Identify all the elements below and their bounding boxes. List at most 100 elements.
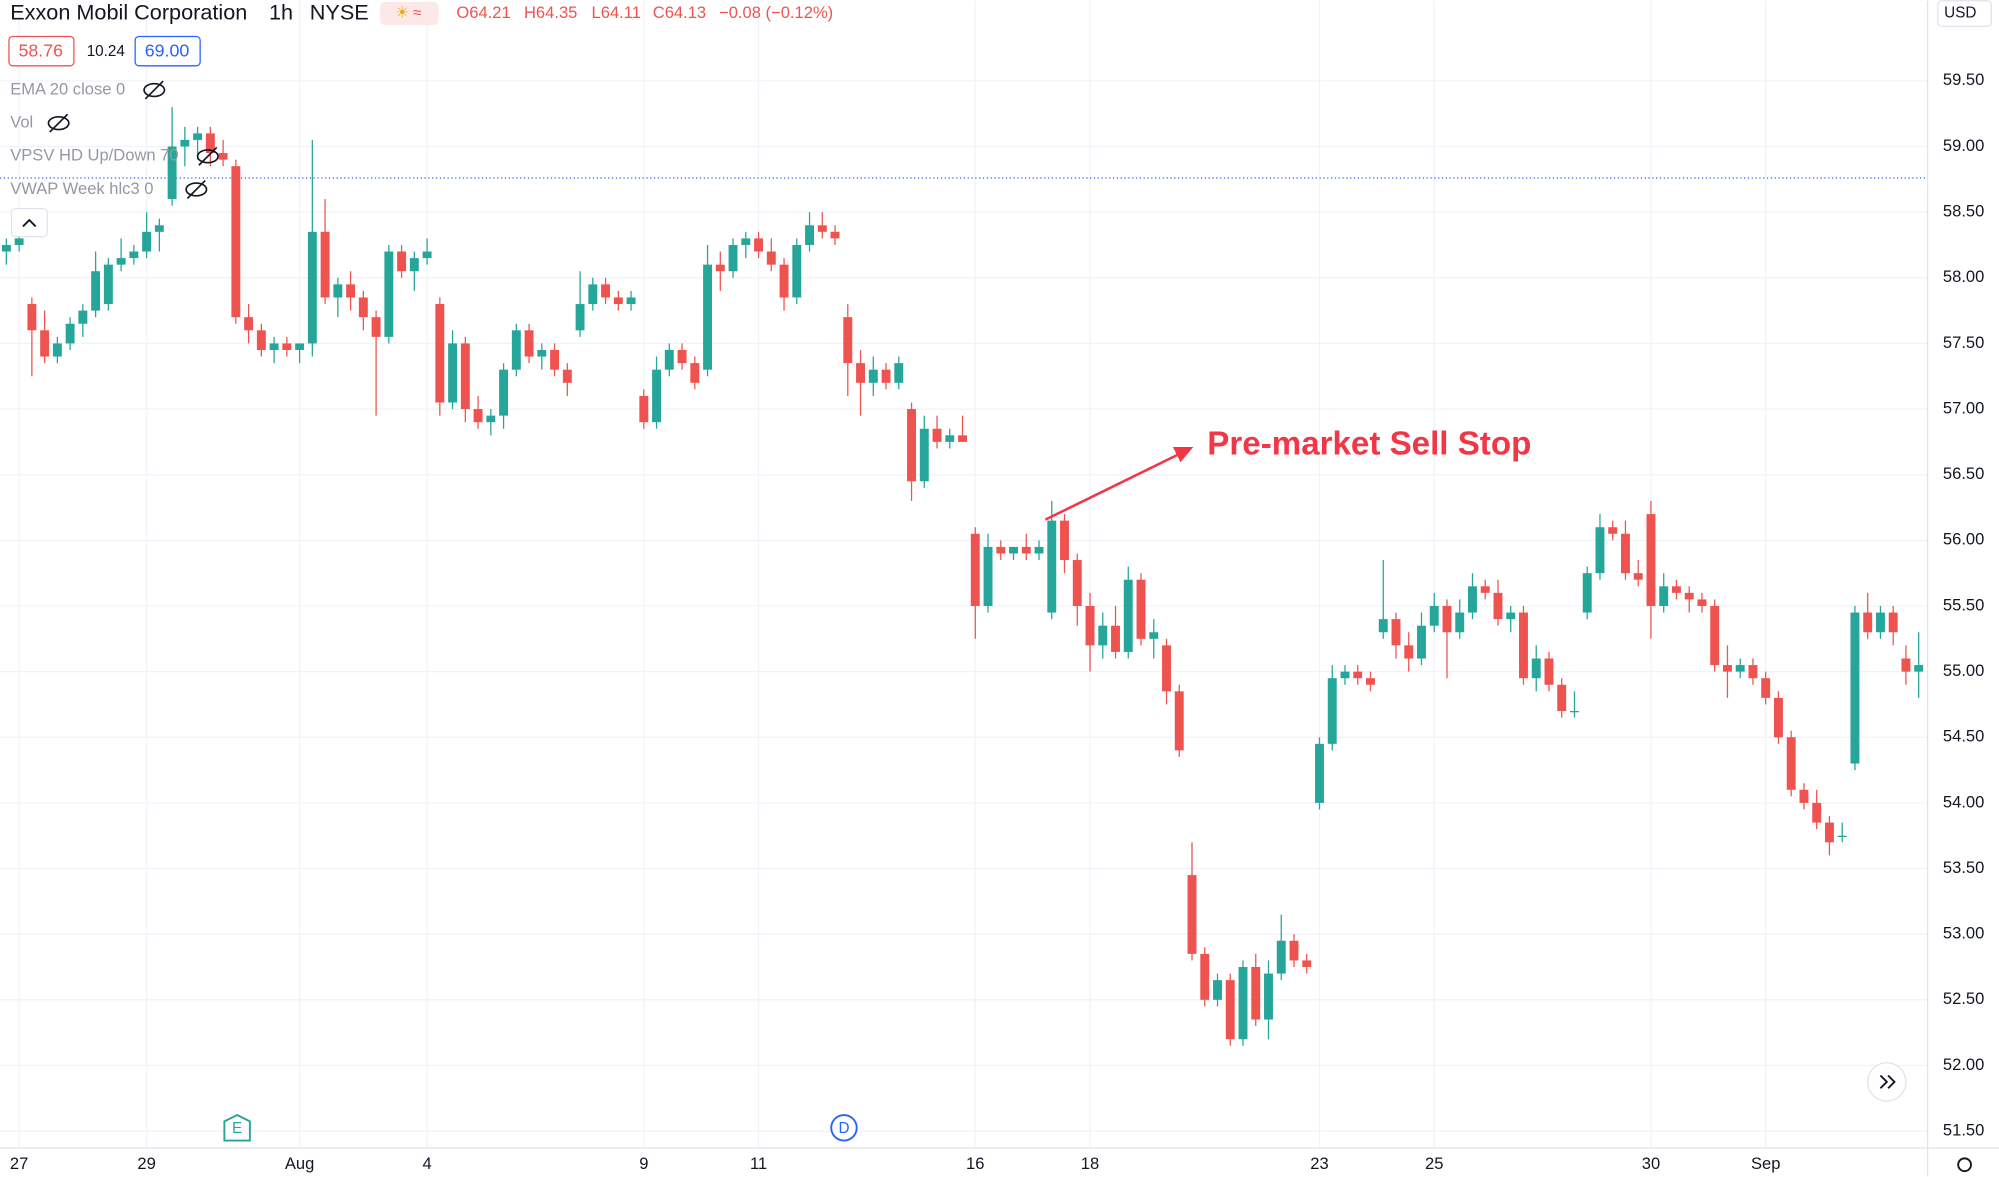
candle-body (320, 231, 330, 298)
settings-icon[interactable] (1957, 1157, 1972, 1173)
candle-body (996, 546, 1006, 554)
candle-body (244, 317, 254, 331)
candle-body (664, 349, 674, 370)
candle-body (435, 304, 445, 403)
earnings-marker[interactable] (223, 1113, 251, 1142)
candle-body (1404, 645, 1414, 659)
candle-body (881, 369, 891, 383)
candle-body (1786, 737, 1796, 790)
candle-body (613, 297, 623, 305)
candle-body (1378, 619, 1388, 633)
candles (1, 107, 1924, 1046)
candle-body (1519, 612, 1528, 679)
candle-body (1608, 527, 1618, 534)
candle-body (601, 284, 611, 298)
y-tick-label: 52.00 (1943, 1055, 1984, 1074)
candle-body (1697, 599, 1707, 606)
candle-body (358, 297, 368, 318)
sell-box[interactable] (8, 35, 75, 67)
ohlc-high: H64.35 (524, 3, 577, 22)
dividend-label: D (838, 1120, 849, 1137)
ohlc-low: L64.11 (592, 3, 641, 22)
candle-body (27, 304, 37, 331)
candle-body (894, 363, 904, 383)
candle-body (1735, 665, 1745, 672)
x-tick-label: Sep (1751, 1154, 1780, 1173)
buy-box[interactable] (134, 35, 201, 67)
candle-body (970, 533, 980, 606)
candle-body (1315, 743, 1324, 803)
candle-body (575, 304, 585, 331)
x-tick-label: 29 (137, 1154, 155, 1173)
candle-body (40, 330, 50, 357)
candle-body (1149, 632, 1159, 639)
candle-body (78, 310, 88, 324)
candle-body (958, 435, 967, 442)
candle-body (397, 251, 407, 272)
candle-body (511, 330, 521, 370)
dividend-marker[interactable] (830, 1114, 858, 1142)
candle-body (779, 264, 789, 298)
candle-body (371, 317, 381, 337)
indicator[interactable]: EMA 20 close 0 (10, 79, 125, 98)
candle-body (1021, 546, 1031, 554)
indicator[interactable]: VPSV HD Up/Down 70 (10, 146, 178, 165)
candle-body (1748, 665, 1758, 679)
candle-body (384, 251, 394, 337)
collapse-button[interactable] (10, 207, 48, 238)
candle-body (754, 238, 764, 252)
candle-body (1773, 697, 1783, 738)
candle-body (741, 238, 751, 245)
candle-body (1570, 711, 1579, 713)
candle-body (154, 225, 164, 232)
candle-body (1111, 625, 1120, 652)
candle-body (1646, 514, 1656, 606)
ohlc-open: O64.21 (456, 3, 510, 22)
currency: USD (1944, 5, 1976, 22)
candle-body (1098, 625, 1108, 646)
candle-body (1875, 612, 1885, 633)
indicator[interactable]: Vol (10, 113, 33, 132)
candle-body (1455, 612, 1465, 633)
candle-body (1468, 586, 1477, 613)
candle-body (409, 258, 419, 272)
candle-body (1, 244, 11, 252)
candle-body (1200, 953, 1210, 1000)
candle-body (1901, 658, 1911, 672)
x-tick-label: 27 (10, 1154, 28, 1173)
market-status[interactable] (379, 2, 439, 26)
candle-body (1557, 684, 1567, 712)
candle-body (715, 264, 725, 272)
candle-body (142, 231, 152, 252)
y-tick-label: 59.00 (1943, 136, 1984, 155)
candle-body (167, 146, 177, 200)
earnings-label: E (232, 1120, 242, 1137)
candle-body (537, 349, 547, 357)
candle-body (677, 349, 687, 364)
y-tick-label: 54.50 (1943, 727, 1984, 746)
candle-body (1595, 527, 1605, 574)
candle-body (1264, 973, 1273, 1020)
candle-body (269, 343, 279, 350)
candle-body (333, 284, 343, 298)
candle-body (766, 251, 776, 265)
candle-body (1047, 520, 1057, 613)
x-tick-label: 18 (1081, 1154, 1099, 1173)
candle-body (1162, 645, 1171, 692)
symbol: Exxon Mobil Corporation (10, 0, 247, 24)
status-icon: ≈ (413, 5, 421, 22)
candle-body (1302, 960, 1312, 968)
candle-body (728, 244, 738, 272)
buy-price: 69.00 (145, 40, 190, 60)
candle-body (1863, 612, 1873, 633)
candle-body (448, 343, 458, 403)
currency-button[interactable] (1937, 0, 1992, 27)
ohlc-close: C64.13 (653, 3, 706, 22)
candle-body (843, 317, 853, 364)
x-tick-label: 16 (966, 1154, 984, 1173)
hidden-icons (47, 80, 219, 199)
y-tick-label: 56.00 (1943, 530, 1984, 549)
candle-body (1213, 980, 1222, 1000)
indicator[interactable]: VWAP Week hlc3 0 (10, 179, 153, 198)
